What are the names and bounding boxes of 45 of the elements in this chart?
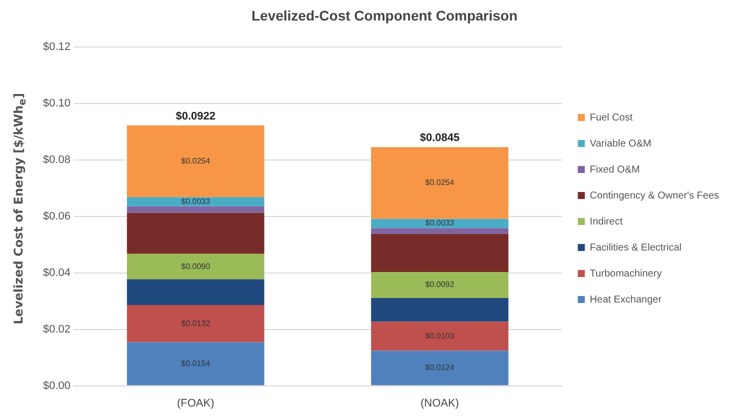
- bar: [371, 234, 508, 272]
- total-label: $0.0922: [176, 110, 216, 122]
- legend-label: Indirect: [590, 216, 623, 228]
- bar: [126, 197, 264, 206]
- bar: [126, 279, 264, 306]
- bar: [126, 125, 264, 198]
- y-tick-label: $0.06: [42, 210, 71, 222]
- data-label: $0.0132: [181, 318, 211, 328]
- bar: [126, 212, 264, 254]
- data-label: $0.0124: [425, 363, 455, 372]
- data-label: $0.0092: [425, 280, 455, 290]
- bar: [371, 322, 508, 351]
- legend-label: Facilities & Electrical: [590, 242, 682, 254]
- legend-label: Heat Exchanger: [590, 294, 662, 306]
- data-label: $0.0103: [425, 331, 455, 340]
- legend-label: Fixed O&M: [590, 164, 640, 176]
- bar: [126, 206, 264, 213]
- data-label: $0.0254: [425, 178, 455, 188]
- bar: [126, 254, 264, 280]
- y-tick-label: $0.10: [42, 97, 71, 110]
- data-label: $0.0254: [181, 156, 211, 166]
- legend-label: Turbomachinery: [590, 268, 662, 280]
- bar: [371, 298, 508, 322]
- legend-label: Contingency & Owner's Fees: [590, 190, 720, 202]
- chart-title: Levelized-Cost Component Comparison: [251, 7, 518, 24]
- total-label: $0.0845: [420, 132, 460, 144]
- bar: [126, 305, 264, 342]
- bar: [371, 350, 508, 386]
- bar: [126, 342, 264, 386]
- data-label: $0.0033: [425, 218, 455, 228]
- bar: [371, 272, 508, 298]
- data-label: $0.0090: [181, 262, 211, 271]
- y-tick-label: $0.08: [42, 154, 71, 166]
- bar: [371, 147, 508, 219]
- y-tick-label: $0.04: [42, 266, 71, 279]
- y-tick-label: $0.00: [42, 380, 71, 392]
- y-tick-label: $0.02: [42, 323, 71, 336]
- x-tick-label: (NOAK): [420, 397, 459, 410]
- data-label: $0.0033: [181, 196, 211, 206]
- x-tick-label: (FOAK): [176, 397, 214, 410]
- data-label: $0.0154: [181, 359, 211, 368]
- legend-label: Fuel Cost: [590, 112, 633, 124]
- y-tick-label: $0.12: [42, 40, 71, 53]
- bar: [371, 228, 508, 234]
- legend-label: Variable O&M: [590, 138, 652, 150]
